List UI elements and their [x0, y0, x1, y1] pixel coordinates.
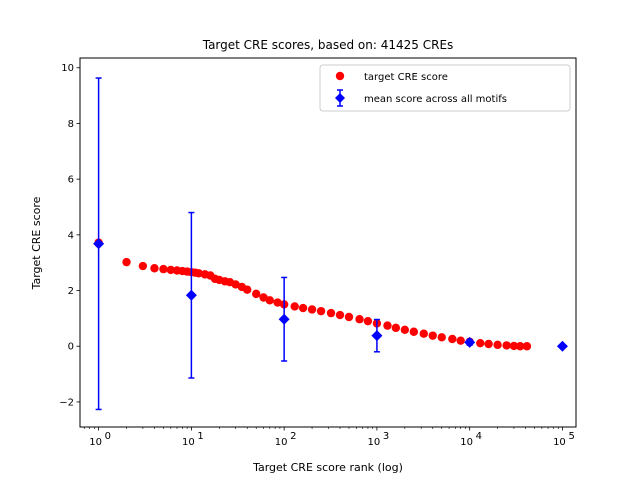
target-score-point [138, 261, 148, 271]
target-score-point [273, 298, 282, 307]
target-score-point [150, 264, 159, 273]
y-tick-label: 10 [61, 63, 74, 74]
mean-score-marker [93, 238, 105, 250]
legend-label: target CRE score [364, 72, 448, 83]
x-axis-title: Target CRE score rank (log) [252, 461, 403, 474]
y-tick-label: 2 [68, 286, 74, 297]
mean-score-marker [278, 313, 290, 325]
target-score-point [476, 338, 485, 348]
x-tick-label-exponent: 0 [105, 431, 111, 442]
target-score-point [166, 265, 176, 275]
mean-score-marker [371, 330, 383, 342]
x-tick-label-exponent: 2 [290, 431, 296, 442]
target-score-point [437, 333, 446, 342]
target-score-point [456, 336, 465, 345]
target-score-point [515, 342, 525, 351]
legend-marker-diamond [335, 93, 345, 103]
y-tick-label: 0 [68, 342, 74, 353]
target-score-point [159, 264, 168, 274]
x-tick-label: 10 [553, 437, 566, 448]
target-score-point [298, 303, 308, 313]
target-score-point [509, 341, 519, 351]
x-tick-label-exponent: 5 [568, 431, 574, 442]
x-tick-label: 10 [460, 437, 473, 448]
target-score-point [448, 334, 457, 344]
x-tick-label: 10 [89, 437, 102, 448]
y-tick-label: 8 [68, 119, 74, 130]
target-score-point [316, 306, 326, 316]
target-score-point [252, 289, 261, 299]
y-tick-label: −2 [59, 397, 74, 408]
target-score-point [355, 315, 364, 324]
mean-score-marker [185, 289, 197, 301]
legend-marker-circle [335, 71, 345, 81]
target-score-point [122, 257, 131, 267]
target-score-point [335, 310, 345, 320]
target-score-point [493, 340, 502, 350]
target-score-point [307, 305, 317, 314]
y-axis-title: Target CRE score [30, 196, 43, 290]
legend-box [319, 64, 571, 112]
target-score-point [419, 329, 428, 338]
target-score-point [428, 331, 437, 340]
target-score-point [400, 325, 410, 335]
x-tick-label-exponent: 3 [383, 431, 389, 442]
mean-score-marker [556, 340, 568, 352]
legend-label: mean score across all motifs [364, 94, 507, 105]
target-score-point [409, 327, 419, 336]
chart-title: Target CRE scores, based on: 41425 CREs [202, 38, 454, 52]
x-tick-label: 10 [275, 437, 288, 448]
target-score-point [326, 308, 336, 318]
target-score-point [484, 339, 493, 349]
target-score-point [502, 341, 511, 350]
target-score-point [391, 323, 401, 333]
x-tick-label-exponent: 1 [197, 431, 203, 442]
target-score-point [194, 269, 203, 278]
target-score-point [383, 321, 392, 330]
legend: target CRE score mean score across all mo… [319, 64, 571, 112]
x-tick-label-exponent: 4 [476, 431, 482, 442]
target-score-point [290, 302, 299, 311]
y-tick-label: 6 [68, 175, 74, 186]
y-tick-label: 4 [68, 230, 74, 241]
target-score-point [344, 312, 354, 322]
axes-frame [79, 57, 577, 428]
x-tick-label: 10 [182, 437, 195, 448]
target-score-point [265, 296, 274, 305]
x-tick-label: 10 [368, 437, 381, 448]
mean-score-marker [464, 336, 476, 348]
target-score-point [243, 285, 252, 294]
target-score-point [363, 316, 373, 326]
target-score-point [522, 342, 532, 351]
